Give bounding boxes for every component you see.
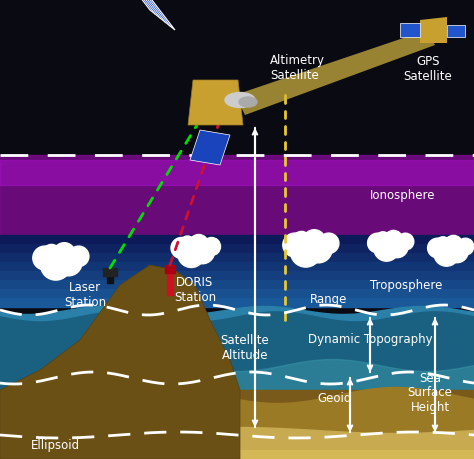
Circle shape [55, 249, 82, 276]
Circle shape [202, 237, 220, 256]
Circle shape [319, 233, 339, 253]
Text: Satellite
Altitude: Satellite Altitude [220, 334, 269, 362]
Bar [167, 265, 173, 295]
Text: Dynamic Topography: Dynamic Topography [308, 334, 432, 347]
Circle shape [434, 241, 459, 266]
Circle shape [178, 241, 205, 268]
Text: DORIS
Station: DORIS Station [174, 276, 216, 304]
Circle shape [397, 233, 414, 250]
Circle shape [40, 250, 71, 280]
Circle shape [305, 235, 332, 263]
Polygon shape [188, 80, 243, 125]
Circle shape [446, 241, 468, 263]
Circle shape [291, 236, 321, 267]
Text: Troposphere: Troposphere [370, 279, 442, 291]
Polygon shape [447, 25, 465, 37]
Text: Altimetry
Satellite: Altimetry Satellite [270, 54, 325, 82]
Bar [103, 268, 117, 276]
Bar [0, 244, 474, 253]
Bar [0, 280, 474, 289]
Text: Range: Range [310, 293, 347, 307]
Text: Laser
Station: Laser Station [64, 281, 106, 309]
Polygon shape [235, 30, 435, 115]
Bar [0, 298, 474, 307]
Circle shape [457, 238, 474, 255]
Bar [0, 271, 474, 280]
Circle shape [445, 235, 463, 254]
Circle shape [375, 232, 391, 247]
Circle shape [374, 236, 399, 261]
Circle shape [386, 235, 408, 257]
Bar [0, 235, 474, 244]
Circle shape [428, 238, 447, 258]
Circle shape [283, 233, 307, 257]
Text: Sea
Surface
Height: Sea Surface Height [408, 371, 453, 414]
Circle shape [179, 236, 196, 252]
Circle shape [42, 244, 61, 263]
Bar [0, 262, 474, 271]
Bar [107, 268, 113, 283]
Polygon shape [100, 0, 175, 30]
Circle shape [69, 246, 89, 267]
Circle shape [191, 240, 215, 264]
Bar [0, 289, 474, 298]
Circle shape [189, 235, 209, 254]
Bar [0, 253, 474, 262]
Circle shape [384, 230, 402, 249]
Circle shape [435, 237, 451, 252]
Polygon shape [420, 17, 447, 43]
Ellipse shape [225, 93, 255, 107]
Circle shape [303, 230, 325, 252]
Polygon shape [0, 265, 240, 459]
Circle shape [33, 246, 56, 270]
Bar [0, 155, 474, 235]
Text: Geoid: Geoid [318, 392, 352, 404]
Text: Ionosphere: Ionosphere [370, 189, 436, 202]
Circle shape [292, 231, 311, 250]
Circle shape [368, 233, 387, 253]
Text: GPS
Satellite: GPS Satellite [404, 55, 452, 83]
Ellipse shape [239, 97, 257, 107]
Polygon shape [400, 23, 420, 37]
Circle shape [171, 237, 192, 258]
Circle shape [53, 243, 75, 265]
Bar [0, 160, 474, 185]
Text: Ellipsoid: Ellipsoid [30, 438, 80, 452]
Polygon shape [190, 130, 230, 165]
Bar [165, 265, 175, 273]
